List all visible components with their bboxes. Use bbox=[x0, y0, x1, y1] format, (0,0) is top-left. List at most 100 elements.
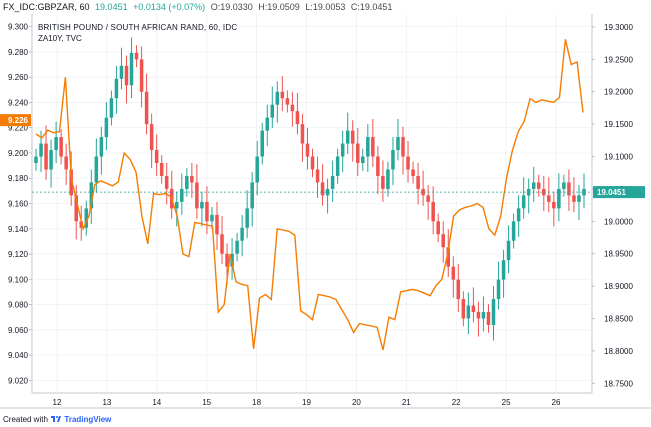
candle-body bbox=[220, 234, 224, 254]
candle-body bbox=[74, 195, 78, 222]
x-tick-label: 21 bbox=[402, 398, 411, 407]
high-value: H:19.0509 bbox=[258, 2, 300, 12]
candle-body bbox=[557, 188, 561, 209]
left-tick-label: 9.060 bbox=[8, 326, 29, 335]
candle-body bbox=[320, 182, 325, 196]
candle-body bbox=[245, 208, 249, 228]
candle-body bbox=[441, 234, 445, 248]
candle-body bbox=[225, 253, 229, 267]
chart-title: BRITISH POUND / SOUTH AFRICAN RAND, 60, … bbox=[38, 23, 238, 32]
footer-prefix: Created with bbox=[3, 415, 48, 424]
left-tick-label: 9.240 bbox=[8, 98, 29, 107]
candle-body bbox=[69, 169, 73, 196]
x-axis: 12 13 14 15 18 19 20 21 22 25 26 bbox=[53, 398, 561, 407]
candle-body bbox=[109, 98, 114, 118]
x-tick-label: 22 bbox=[452, 398, 461, 407]
left-tick-label: 9.260 bbox=[8, 73, 29, 82]
tradingview-logo-icon bbox=[51, 416, 62, 422]
candle-body bbox=[481, 312, 486, 319]
legend-header: FX_IDC:GBPZAR, 60 19.0451 +0.0134 (+0.07… bbox=[3, 2, 395, 12]
right-tick-label: 19.3000 bbox=[604, 23, 633, 32]
x-tick-label: 12 bbox=[53, 398, 62, 407]
candle-body bbox=[260, 130, 264, 157]
candle-body bbox=[180, 188, 184, 202]
candle-body bbox=[59, 137, 63, 157]
candle-body bbox=[300, 124, 305, 144]
candle-body bbox=[205, 201, 209, 222]
candle-body bbox=[64, 156, 68, 170]
right-tick-label: 19.1500 bbox=[604, 120, 633, 129]
open-value: O:19.0330 bbox=[210, 2, 253, 12]
left-tick-label: 9.120 bbox=[8, 250, 29, 259]
candle-body bbox=[496, 279, 501, 300]
left-last-label: 9.226 bbox=[8, 116, 29, 125]
candle-body bbox=[396, 137, 400, 151]
candle-body bbox=[139, 59, 144, 92]
candle-body bbox=[486, 312, 491, 325]
candle-body bbox=[451, 266, 456, 280]
candle-body bbox=[290, 104, 295, 112]
candle-body bbox=[89, 182, 94, 209]
candle-body bbox=[215, 214, 219, 235]
footer-brand[interactable]: TradingView bbox=[64, 415, 112, 424]
candle-body bbox=[531, 182, 536, 189]
candle-body bbox=[461, 299, 466, 319]
candle-body bbox=[175, 201, 179, 209]
candle-body bbox=[54, 137, 58, 151]
candle-body bbox=[154, 150, 159, 164]
candle-body bbox=[325, 188, 330, 196]
x-tick-label: 13 bbox=[102, 398, 111, 407]
price-change: +0.0134 (+0.07%) bbox=[133, 2, 206, 12]
candle-body bbox=[401, 137, 405, 157]
candle-body bbox=[84, 208, 89, 228]
right-tick-label: 18.7500 bbox=[604, 379, 633, 388]
candle-body bbox=[275, 91, 280, 105]
candle-body bbox=[567, 182, 571, 196]
candle-body bbox=[129, 52, 134, 86]
candle-body bbox=[79, 221, 84, 228]
candle-body bbox=[577, 195, 581, 202]
candle-body bbox=[250, 182, 254, 209]
right-tick-label: 18.9000 bbox=[604, 282, 633, 291]
footer-credit: Created with TradingView bbox=[3, 415, 111, 424]
candle-body bbox=[506, 240, 511, 261]
candle-body bbox=[190, 175, 194, 183]
candle-body bbox=[411, 169, 415, 176]
candle-body bbox=[39, 143, 43, 157]
right-tick-label: 18.9500 bbox=[604, 250, 633, 259]
candle-body bbox=[295, 111, 300, 125]
x-tick-label: 15 bbox=[202, 398, 211, 407]
right-tick-label: 19.2000 bbox=[604, 88, 633, 97]
candle-body bbox=[195, 182, 199, 209]
candle-body bbox=[471, 305, 476, 313]
grid bbox=[0, 14, 651, 409]
x-tick-label: 20 bbox=[352, 398, 361, 407]
candle-body bbox=[49, 150, 53, 170]
candle-body bbox=[542, 188, 546, 196]
left-tick-label: 9.220 bbox=[8, 124, 29, 133]
candle-body bbox=[200, 201, 204, 209]
x-tick-label: 26 bbox=[552, 398, 561, 407]
candle-body bbox=[426, 195, 430, 202]
candle-body bbox=[356, 143, 360, 164]
candle-body bbox=[521, 195, 526, 209]
left-axis: 9.300 9.280 9.260 9.240 9.220 9.200 9.180 9.160… bbox=[0, 23, 32, 385]
candle-body bbox=[391, 150, 395, 170]
candle-body bbox=[94, 156, 99, 183]
candle-body bbox=[466, 305, 471, 319]
candle-body bbox=[436, 221, 440, 235]
left-last-badge bbox=[0, 114, 31, 127]
close-value: C:19.0451 bbox=[350, 2, 393, 12]
right-tick-label: 19.2500 bbox=[604, 55, 633, 64]
candle-body bbox=[386, 169, 390, 189]
candle-body bbox=[381, 175, 385, 189]
x-tick-label: 19 bbox=[302, 398, 311, 407]
left-tick-label: 9.280 bbox=[8, 48, 29, 57]
candle-body bbox=[265, 117, 270, 131]
candle-body bbox=[361, 156, 365, 164]
right-last-label: 19.0451 bbox=[597, 188, 626, 197]
candle-body bbox=[552, 201, 556, 209]
right-last-badge bbox=[593, 186, 645, 199]
left-tick-label: 9.100 bbox=[8, 275, 29, 284]
candle-body bbox=[366, 137, 370, 157]
